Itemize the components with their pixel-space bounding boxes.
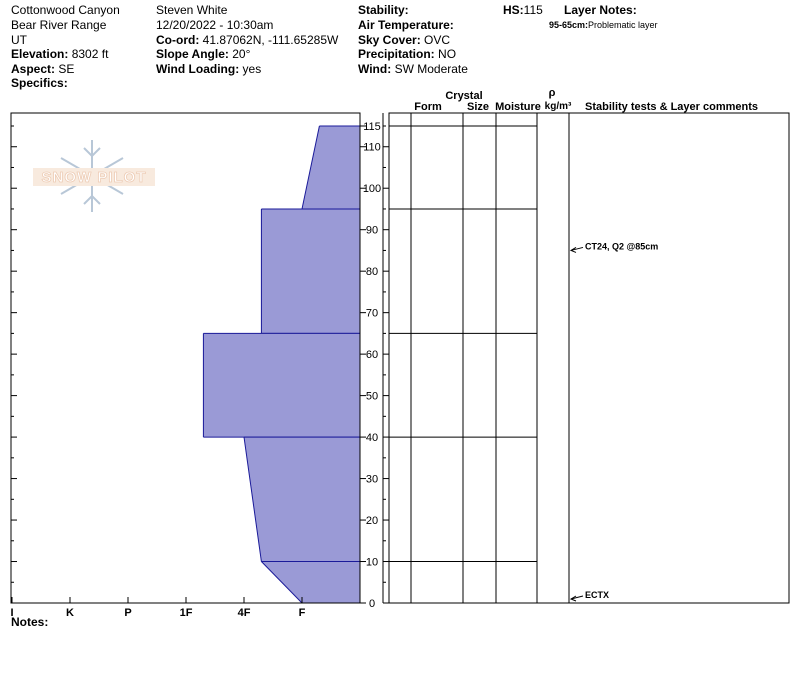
crystal-header: Crystal xyxy=(445,90,482,102)
hardness-label-K: K xyxy=(66,607,74,619)
layer-2 xyxy=(203,333,360,438)
hardness-label-I: I xyxy=(10,607,13,619)
snow-height: HS:115 xyxy=(503,3,543,18)
height-tick-label: 30 xyxy=(366,474,378,486)
observation-datetime: 12/20/2022 - 10:30am xyxy=(156,18,274,32)
slope-value: 20° xyxy=(232,47,251,61)
aspect-value: SE xyxy=(58,62,75,76)
height-tick-label: 60 xyxy=(366,349,378,361)
height-tick-label: 0 xyxy=(369,598,375,610)
location: Cottonwood Canyon xyxy=(11,3,120,17)
layer-4 xyxy=(261,561,360,603)
height-tick-label: 70 xyxy=(366,308,378,320)
layer-notes-title: Layer Notes: xyxy=(564,3,637,17)
height-tick-label: 115 xyxy=(363,121,381,133)
notes-label: Notes: xyxy=(11,615,49,629)
table-frame xyxy=(388,112,790,604)
height-tick-label: 50 xyxy=(366,391,378,403)
stability-tests: CT24, Q2 @85cm ECTX xyxy=(569,241,658,602)
left-ticks xyxy=(11,125,17,604)
layer-table: Crystal Form Size Moisture ρ kg/m³ Stabi… xyxy=(388,87,790,604)
layer-3 xyxy=(244,437,360,562)
layer-note-text: Problematic layer xyxy=(588,20,658,30)
height-tick-label: 20 xyxy=(366,515,378,527)
wind-label: Wind: xyxy=(358,62,392,76)
precip-value: NO xyxy=(438,47,457,61)
height-axis: 0 10 20 30 40 50 60 70 80 90 100 110 115 xyxy=(360,113,389,610)
hardness-profile: I K P 1F 4F F xyxy=(10,112,361,619)
hardness-label-P: P xyxy=(124,607,131,619)
stability-label: Stability: xyxy=(358,3,409,17)
size-header: Size xyxy=(467,101,489,113)
snowpilot-logo: SNOW PILOT xyxy=(33,140,155,212)
sky-value: OVC xyxy=(424,33,451,47)
elevation: Elevation: 8302 ft xyxy=(11,47,108,62)
sky-label: Sky Cover: xyxy=(358,33,421,47)
layer-edge-3 xyxy=(243,437,262,562)
hs-label: HS: xyxy=(503,3,524,17)
stability-test-label: CT24, Q2 @85cm xyxy=(585,241,658,251)
stability-arrow-icon xyxy=(569,247,577,253)
layer-0 xyxy=(302,126,360,209)
state: UT xyxy=(11,33,27,47)
coord-label: Co-ord: xyxy=(156,33,200,47)
elevation-value: 8302 ft xyxy=(71,47,109,61)
precip-label: Precipitation: xyxy=(358,47,435,61)
layer-note: 95-65cm:Problematic layer xyxy=(549,18,658,33)
logo-band xyxy=(33,168,155,186)
rho-header: ρ xyxy=(549,87,556,99)
aspect-label: Aspect: xyxy=(11,62,56,76)
wind-value: SW Moderate xyxy=(394,62,468,76)
slope-angle: Slope Angle: 20° xyxy=(156,47,250,62)
layer-edge-0 xyxy=(301,125,320,210)
stability-arrow-icon xyxy=(569,595,577,602)
height-tick-label: 90 xyxy=(366,225,378,237)
height-tick-label: 80 xyxy=(366,266,378,278)
stability-test-pointer xyxy=(570,246,584,251)
hardness-label-1F: 1F xyxy=(180,607,193,619)
slope-label: Slope Angle: xyxy=(156,47,229,61)
coordinates: Co-ord: 41.87062N, -111.65285W xyxy=(156,33,338,48)
layer-1 xyxy=(261,208,360,334)
coord-value: 41.87062N, -111.65285W xyxy=(202,33,339,47)
layer-boundaries xyxy=(389,125,537,563)
stability-header: Stability tests & Layer comments xyxy=(585,101,758,113)
form-header: Form xyxy=(414,101,442,113)
hardness-layers xyxy=(202,125,360,604)
hs-value: 115 xyxy=(523,3,543,17)
hardness-label-F: F xyxy=(299,607,306,619)
layer-note-range: 95-65cm: xyxy=(549,20,589,30)
height-tick-label: 40 xyxy=(366,432,378,444)
logo-text: SNOW PILOT xyxy=(42,169,147,186)
observer-name: Steven White xyxy=(156,3,228,17)
sky-cover: Sky Cover: OVC xyxy=(358,33,450,48)
moisture-header: Moisture xyxy=(495,101,541,113)
wind: Wind: SW Moderate xyxy=(358,62,468,77)
stability-test-pointer xyxy=(570,595,584,600)
wind-loading-value: yes xyxy=(242,62,262,76)
hardness-label-4F: 4F xyxy=(238,607,251,619)
air-temperature-label: Air Temperature: xyxy=(358,18,454,32)
height-tick-label: 110 xyxy=(363,142,381,154)
stability-test-label: ECTX xyxy=(585,590,609,600)
precipitation: Precipitation: NO xyxy=(358,47,456,62)
hardness-axis: I K P 1F 4F F xyxy=(10,597,306,619)
wind-loading-label: Wind Loading: xyxy=(156,62,240,76)
specifics-label: Specifics: xyxy=(11,76,68,90)
density-header: kg/m³ xyxy=(545,101,572,112)
layer-edge-4 xyxy=(261,561,303,604)
height-tick-label: 10 xyxy=(366,557,378,569)
aspect: Aspect: SE xyxy=(11,62,74,77)
mountain-range: Bear River Range xyxy=(11,18,107,32)
height-tick-label: 100 xyxy=(363,183,381,195)
elevation-label: Elevation: xyxy=(11,47,69,61)
wind-loading: Wind Loading: yes xyxy=(156,62,261,77)
